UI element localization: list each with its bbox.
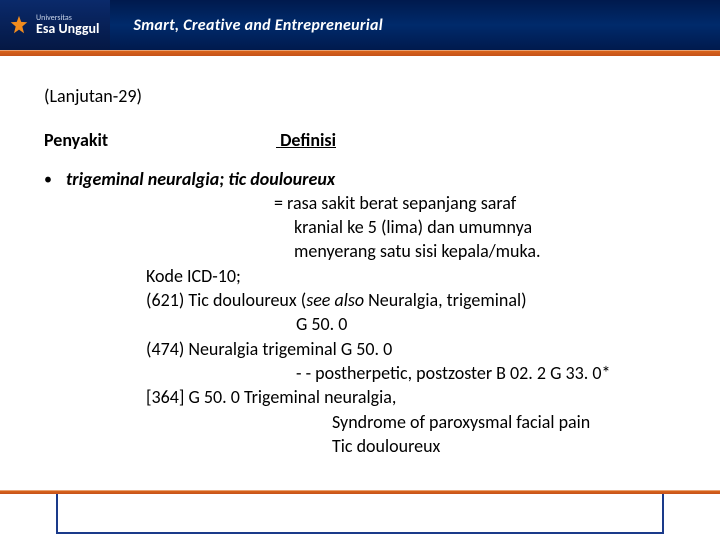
code-line: - - postherpetic, postzoster B 02. 2 G 3… <box>146 361 676 385</box>
slide-footer <box>0 490 720 540</box>
code-line: G 50. 0 <box>146 312 676 336</box>
code-line: Syndrome of paroxysmal facial pain <box>146 410 676 434</box>
entry-row: • trigeminal neuralgia; tic douloureux =… <box>44 167 676 459</box>
slide-header: Universitas Esa Unggul Smart, Creative a… <box>0 0 720 50</box>
continuation-label: (Lanjutan-29) <box>44 84 676 108</box>
code-line: [364] G 50. 0 Trigeminal neuralgia, <box>146 385 676 409</box>
definition-line: menyerang satu sisi kepala/muka. <box>274 239 676 263</box>
slide-content: (Lanjutan-29) Penyakit Definisi • trigem… <box>0 56 720 476</box>
column-headers: Penyakit Definisi <box>44 128 676 152</box>
code-header: Kode ICD-10; <box>146 264 676 288</box>
code-line: (474) Neuralgia trigeminal G 50. 0 <box>146 337 676 361</box>
definition-block: = rasa sakit berat sepanjang saraf krani… <box>66 191 676 264</box>
bullet-icon: • <box>44 167 66 459</box>
definition-line: = rasa sakit berat sepanjang saraf <box>274 191 676 215</box>
code-line: Tic douloureux <box>146 434 676 458</box>
header-penyakit: Penyakit <box>44 128 276 152</box>
disease-term: trigeminal neuralgia; tic douloureux <box>66 167 676 191</box>
header-definisi: Definisi <box>280 129 336 151</box>
university-name: Esa Unggul <box>36 22 100 36</box>
code-line: (621) Tic douloureux (see also Neuralgia… <box>146 288 676 312</box>
footer-frame <box>56 494 664 534</box>
star-icon <box>8 14 30 36</box>
icd-code-block: Kode ICD-10; (621) Tic douloureux (see a… <box>66 264 676 458</box>
logo-text: Universitas Esa Unggul <box>36 14 100 36</box>
definition-line: kranial ke 5 (lima) dan umumnya <box>274 215 676 239</box>
university-logo: Universitas Esa Unggul <box>0 0 110 50</box>
tagline: Smart, Creative and Entrepreneurial <box>134 16 383 35</box>
